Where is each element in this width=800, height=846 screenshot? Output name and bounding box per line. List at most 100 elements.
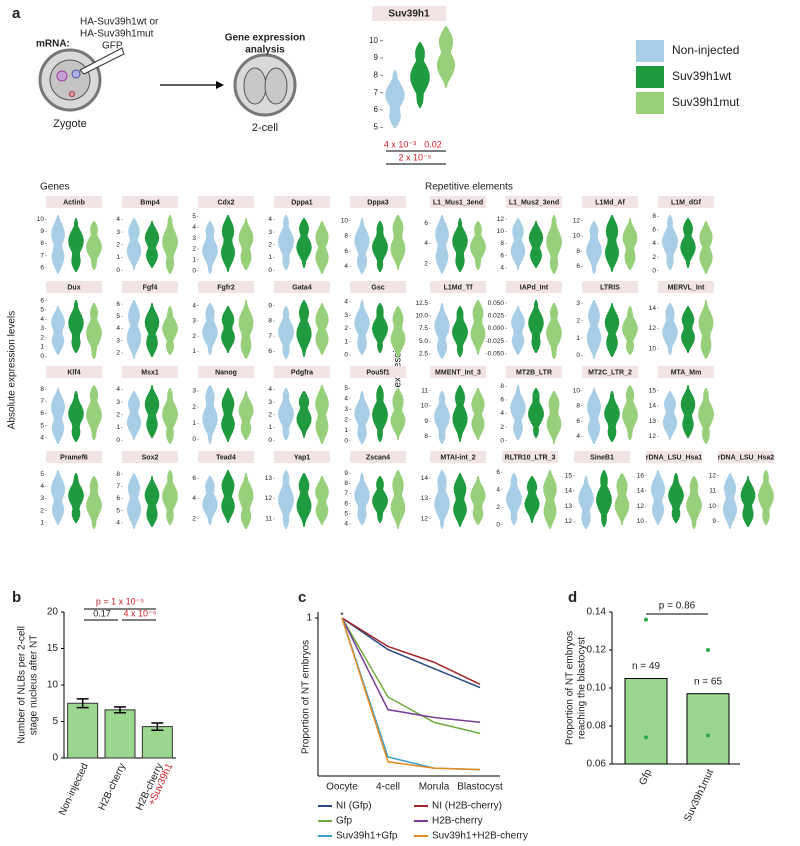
- y-tick-label: 5: [344, 385, 348, 392]
- panel-title: Actinb: [63, 199, 85, 206]
- violin: [740, 476, 756, 527]
- violin: [162, 215, 178, 274]
- panel-title: Sox2: [142, 454, 159, 461]
- line: [341, 617, 481, 724]
- violin: [68, 391, 84, 442]
- y-tick-label: 12: [497, 216, 505, 223]
- y-tick-label: 3: [192, 235, 196, 242]
- panel-title-bg: [122, 281, 178, 293]
- legend-label: Suv39h1+H2B-cherry: [432, 831, 528, 842]
- y-tick-label: 6: [344, 248, 348, 255]
- violin: [354, 218, 370, 274]
- panel-title-bg: [46, 451, 102, 463]
- panel-title: MTA_Mm: [671, 369, 702, 376]
- y-tick-label: 3: [116, 337, 120, 344]
- y-tick-label: 5: [374, 122, 379, 131]
- violin: [528, 300, 544, 353]
- legend-swatch: [636, 92, 664, 114]
- y-tick-label: 5: [40, 422, 44, 429]
- panel-title: Pou5f1: [366, 369, 389, 376]
- y-tick-label: -0.050: [486, 351, 505, 358]
- y-tick-label: 6: [344, 500, 348, 507]
- y-tick-label: 4: [116, 216, 120, 223]
- violin: [68, 300, 84, 353]
- y-tick-label: 7.5: [419, 325, 428, 332]
- violin: [453, 473, 467, 527]
- y-tick-label: 6: [652, 227, 656, 234]
- panel-title-bg: [350, 196, 406, 208]
- panel-title-bg: [506, 281, 562, 293]
- mrna-label: mRNA:: [36, 39, 70, 50]
- x-tick-label: Oocyte: [326, 782, 358, 793]
- violin: [662, 391, 678, 440]
- panel-title-bg: [430, 451, 486, 463]
- panel-title: Msx1: [141, 369, 159, 376]
- y-tick-label: 10: [341, 217, 349, 224]
- y-tick-label: 13: [565, 503, 573, 510]
- y-tick-label: 8: [576, 403, 580, 410]
- violin: [543, 470, 557, 529]
- violin: [680, 218, 696, 268]
- violin: [587, 388, 601, 444]
- p-value: 2 x 10⁻⁵: [399, 152, 432, 162]
- violin: [126, 473, 142, 529]
- y-tick-label: 14: [637, 488, 645, 495]
- violin: [698, 388, 714, 444]
- violin: [315, 303, 329, 355]
- legend-label: H2B-cherry: [432, 816, 483, 827]
- y-tick-label: 6: [40, 297, 44, 304]
- bar: [624, 678, 668, 765]
- chart-title: Suv39h1: [388, 9, 430, 20]
- violin: [390, 470, 406, 529]
- panel-title-bg: [350, 366, 406, 378]
- panel-title-bg: [122, 451, 178, 463]
- panel-title-bg: [122, 196, 178, 208]
- y-tick-label: 3: [344, 406, 348, 413]
- violin: [144, 221, 160, 268]
- y-tick-label: 12: [637, 503, 645, 510]
- violin: [650, 470, 666, 525]
- y-tick-label: 4: [424, 240, 428, 247]
- construct: HA-Suv39h1mut: [80, 29, 154, 40]
- panel-title: Dux: [67, 284, 80, 291]
- schematic-shapes: [38, 47, 297, 117]
- violin: [470, 476, 486, 525]
- panel-title-bg: [658, 196, 714, 208]
- p-value: 0.02: [424, 139, 442, 149]
- violin: [126, 391, 142, 440]
- y-tick-label: 5.0: [419, 338, 428, 345]
- y-tick-label: 12: [649, 325, 657, 332]
- panel-title: Pramef6: [60, 454, 88, 461]
- y-tick-label: 20: [47, 607, 59, 618]
- y-tick-label: 6: [496, 469, 500, 476]
- panel-title: Pdgfra: [291, 369, 313, 376]
- panel-title: Gata4: [292, 284, 312, 291]
- panel-title: Klf4: [67, 369, 80, 376]
- violin: [202, 303, 218, 355]
- panel-title: IAPd_Int: [520, 284, 549, 291]
- y-tick-label: 3: [576, 300, 580, 307]
- y-tick-label: 1: [344, 338, 348, 345]
- violin: [410, 42, 430, 108]
- x-tick-label: Morula: [419, 782, 450, 793]
- x-tick-label: 4-cell: [376, 782, 400, 793]
- violin: [221, 215, 235, 272]
- violin: [202, 221, 218, 274]
- violin: [372, 476, 388, 523]
- violin: [86, 221, 102, 270]
- y-tick-label: 14: [649, 403, 657, 410]
- data-point: [644, 735, 648, 740]
- y-tick-label: 8: [268, 318, 272, 325]
- y-tick-label: 1: [344, 427, 348, 434]
- y-tick-label: 2.5: [419, 351, 428, 358]
- y-tick-label: 8: [344, 480, 348, 487]
- violin: [50, 470, 66, 525]
- panel-title-bg: [506, 366, 562, 378]
- y-tick-label: 10.0: [415, 313, 428, 320]
- y-tick-label: 8: [424, 433, 428, 440]
- p-value: p = 1 x 10⁻⁵: [96, 596, 145, 606]
- violin: [586, 221, 602, 274]
- y-tick-label: 6: [500, 252, 504, 259]
- panel-title: L1Md_Af: [595, 199, 625, 206]
- two-cell-label: 2-cell: [252, 122, 278, 134]
